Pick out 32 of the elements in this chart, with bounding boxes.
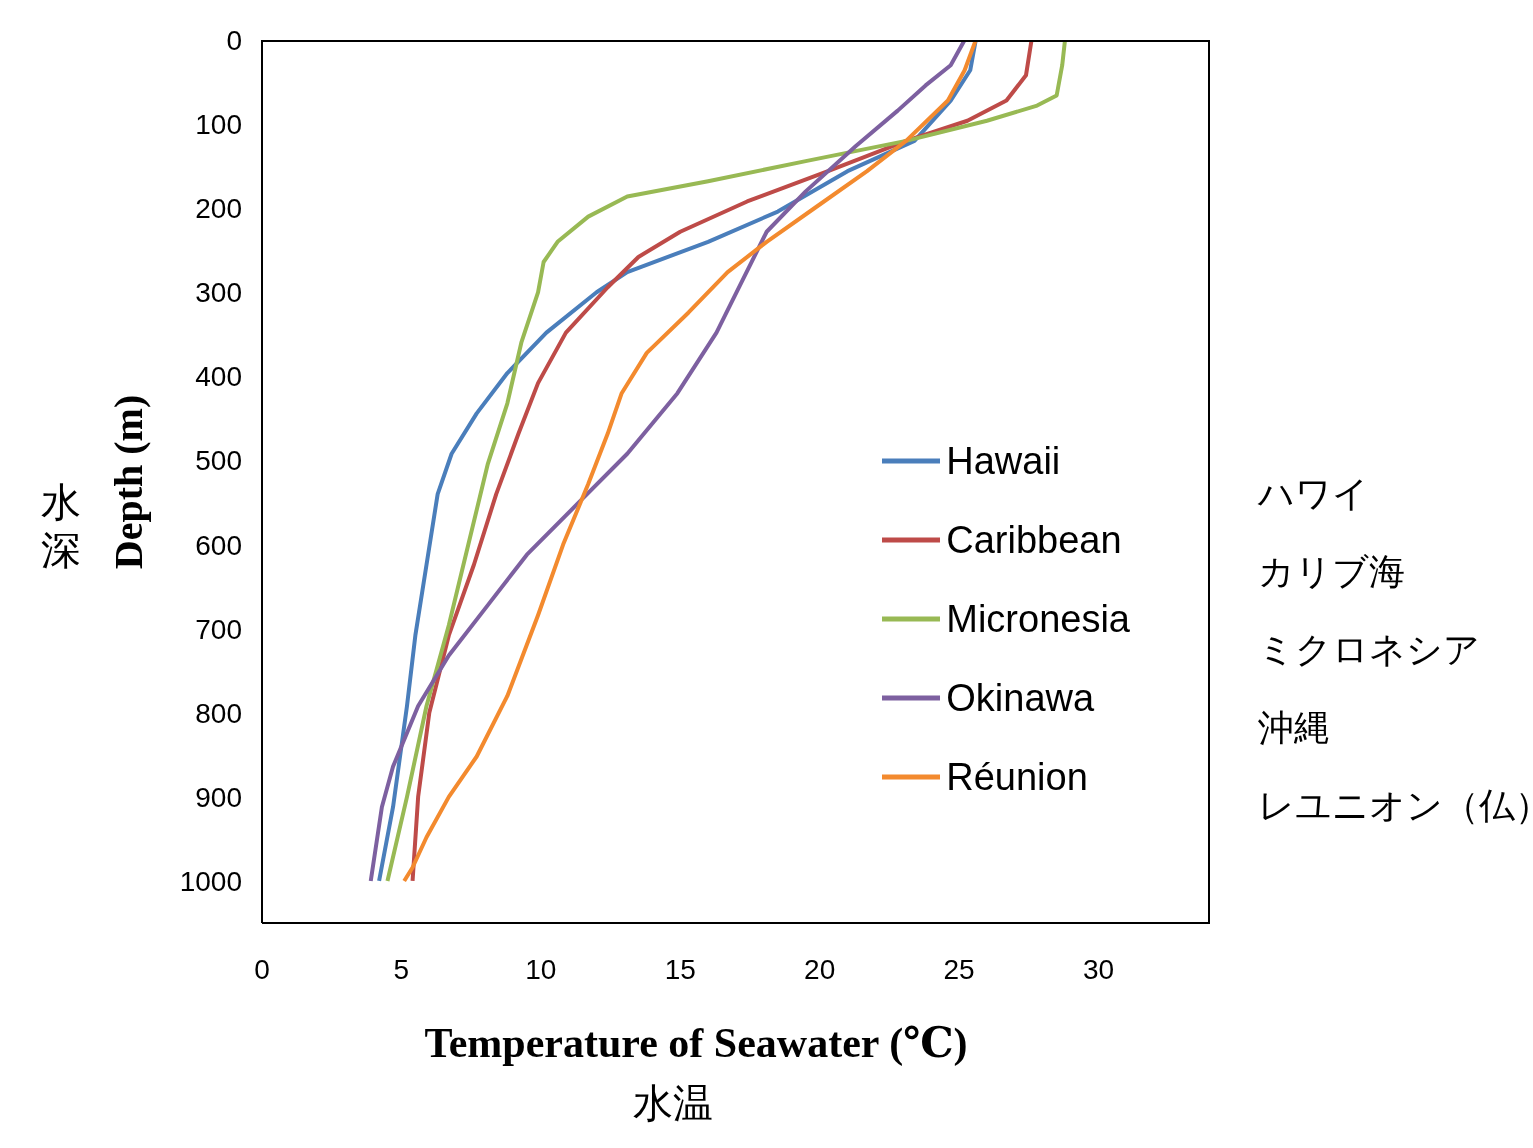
legend-label: Caribbean — [946, 518, 1122, 562]
y-tick-label: 300 — [195, 277, 242, 309]
y-tick-label: 600 — [195, 529, 242, 561]
y-tick-label: 400 — [195, 361, 242, 393]
x-tick-label: 15 — [664, 953, 696, 985]
y-tick-label: 500 — [195, 445, 242, 477]
legend-label: Okinawa — [946, 676, 1095, 720]
x-tick-label: 25 — [943, 953, 975, 985]
text: 水温 — [632, 1080, 714, 1127]
legend-label: Réunion — [946, 755, 1088, 799]
text: レユニオン（仏） — [1258, 784, 1533, 828]
text: 水深 — [40, 479, 82, 574]
x-tick-label: 5 — [393, 953, 410, 985]
y-tick-label: 200 — [195, 193, 242, 225]
x-tick-label: 10 — [525, 953, 557, 985]
y-tick-label: 100 — [195, 109, 242, 141]
x-tick-label: 20 — [804, 953, 836, 985]
x-axis-title: Temperature of Seawater (℃) — [423, 1019, 969, 1067]
y-tick-label: 800 — [195, 697, 242, 729]
text: ミクロネシア — [1258, 628, 1480, 672]
y-tick-label: 0 — [226, 24, 242, 56]
x-tick-label: 0 — [254, 953, 270, 985]
legend-label: Hawaii — [946, 439, 1061, 483]
y-tick-label: 1000 — [179, 865, 242, 897]
y-tick-label: 700 — [195, 613, 242, 645]
legend-label: Micronesia — [946, 597, 1130, 641]
text: 沖縄 — [1258, 706, 1330, 750]
x-tick-label: 30 — [1082, 953, 1115, 985]
text: ハワイ — [1258, 472, 1369, 516]
text: カリブ海 — [1258, 550, 1405, 594]
y-tick-label: 900 — [195, 781, 242, 813]
y-axis-title: Depth (m) — [104, 394, 152, 569]
